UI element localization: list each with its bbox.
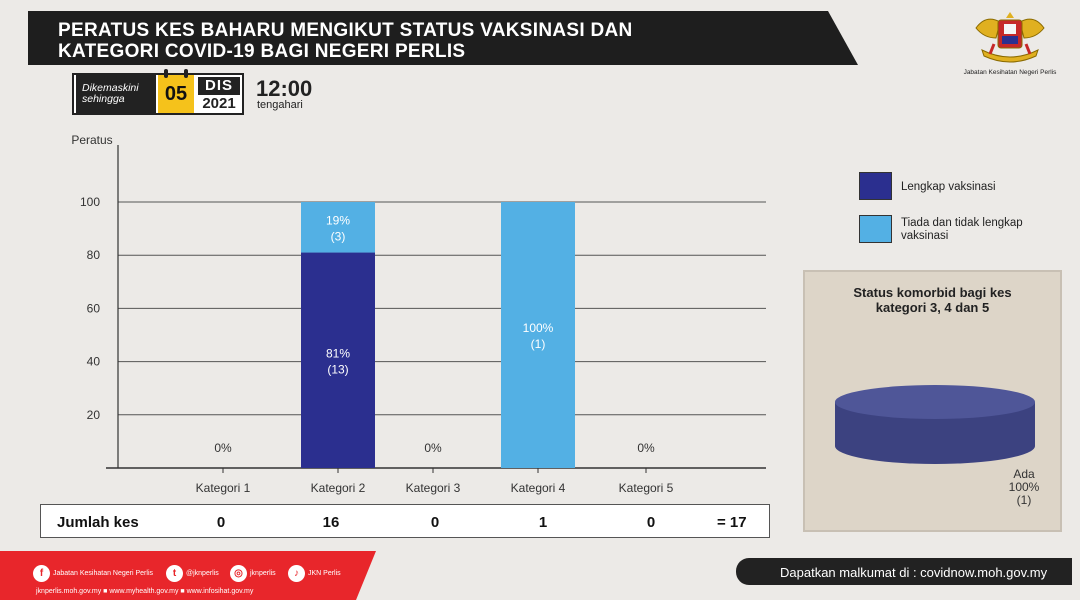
- x-tick-label: Kategori 5: [619, 481, 674, 495]
- total-cases-kategori-1: 0: [216, 514, 226, 531]
- comorbid-panel: Status komorbid bagi kes kategori 3, 4 d…: [803, 270, 1062, 532]
- legend-label-vaccinated: Lengkap vaksinasi: [901, 181, 996, 193]
- y-axis-label: Peratus: [71, 133, 112, 147]
- social-twitter-label: @jknperlis: [186, 570, 219, 577]
- footer-info-text[interactable]: Dapatkan malkumat di : covidnow.moh.gov.…: [780, 565, 1048, 580]
- facebook-icon: f: [33, 565, 50, 582]
- comorbid-title-line-1: Status komorbid bagi kes: [853, 285, 1012, 300]
- x-tick-label: Kategori 1: [196, 481, 251, 495]
- updated-label-line-1: Dikemaskini: [82, 82, 139, 94]
- bar-data-label: 81%: [326, 346, 350, 360]
- social-tiktok[interactable]: ♪ JKN Perlis: [288, 565, 341, 582]
- calendar-ring-icon: [164, 69, 168, 78]
- pie-slice-label: Ada: [1013, 467, 1035, 481]
- legend-label-not-vaccinated: Tiada dan tidak lengkap vaksinasi: [901, 217, 1023, 243]
- footer-social-bar: [0, 551, 376, 600]
- bar-count-label: (13): [327, 362, 348, 376]
- bar-segment: [301, 252, 375, 468]
- pie-slice-ada-label: Ada 100% (1): [999, 468, 1049, 507]
- coat-of-arms-logo: [975, 12, 1045, 63]
- comorbid-title-line-2: kategori 3, 4 dan 5: [875, 300, 990, 315]
- updated-time-period: tengahari: [257, 99, 303, 111]
- total-cases-kategori-2: 16: [322, 514, 340, 531]
- x-tick-label: Kategori 3: [406, 481, 461, 495]
- social-instagram[interactable]: ◎ jknperlis: [230, 565, 276, 582]
- footer-links[interactable]: jknperlis.moh.gov.my ■ www.myhealth.gov.…: [36, 588, 254, 595]
- x-tick-label: Kategori 2: [311, 481, 366, 495]
- bar-count-label: (1): [531, 337, 546, 351]
- pie-slice-ada-side: [835, 402, 1035, 464]
- social-instagram-label: jknperlis: [250, 570, 276, 577]
- comorbid-title: Status komorbid bagi kes kategori 3, 4 d…: [805, 285, 1060, 315]
- updated-month: DIS: [198, 77, 240, 95]
- total-cases-kategori-5: 0: [646, 514, 656, 531]
- updated-date-box: Dikemaskini sehingga 05 DIS 2021: [72, 69, 244, 115]
- page-title: PERATUS KES BAHARU MENGIKUT STATUS VAKSI…: [58, 20, 758, 62]
- y-tick-label: 20: [87, 408, 101, 422]
- updated-year: 2021: [202, 95, 236, 112]
- bar-segment: [501, 202, 575, 468]
- zero-value-label: 0%: [637, 441, 655, 455]
- social-facebook-label: Jabatan Kesihatan Negeri Perlis: [53, 570, 154, 577]
- tiktok-icon: ♪: [288, 565, 305, 582]
- legend-swatch-vaccinated: [859, 172, 892, 200]
- title-line-1: PERATUS KES BAHARU MENGIKUT STATUS VAKSI…: [58, 20, 633, 41]
- pie-slice-ada: [835, 385, 1035, 419]
- y-tick-label: 80: [87, 248, 101, 262]
- title-banner: [28, 11, 858, 65]
- bar-data-label: 19%: [326, 213, 350, 227]
- social-facebook[interactable]: f Jabatan Kesihatan Negeri Perlis: [33, 565, 153, 582]
- updated-label: Dikemaskini sehingga: [76, 75, 156, 113]
- total-cases-sum: = 17: [717, 514, 747, 531]
- pie-slice-percent: 100%: [1008, 480, 1040, 494]
- twitter-icon: t: [166, 565, 183, 582]
- footer-info-bar: [736, 558, 1072, 585]
- total-cases-kategori-3: 0: [430, 514, 440, 531]
- legend-swatch-not-vaccinated: [859, 215, 892, 243]
- y-tick-label: 100: [80, 195, 100, 209]
- total-cases-kategori-4: 1: [538, 514, 548, 531]
- title-line-2: KATEGORI COVID-19 BAGI NEGERI PERLIS: [58, 41, 466, 62]
- bar-count-label: (3): [331, 229, 346, 243]
- social-twitter[interactable]: t @jknperlis: [166, 565, 219, 582]
- zero-value-label: 0%: [424, 441, 442, 455]
- updated-time: 12:00: [256, 76, 313, 101]
- updated-label-line-2: sehingga: [82, 93, 125, 105]
- social-tiktok-label: JKN Perlis: [308, 570, 341, 577]
- logo-caption: Jabatan Kesihatan Negeri Perlis: [963, 69, 1057, 76]
- y-tick-label: 60: [87, 301, 101, 315]
- instagram-icon: ◎: [230, 565, 247, 582]
- legend-label-not-vaccinated-line-1: Tiada dan tidak lengkap: [901, 217, 1023, 229]
- total-cases-row: Jumlah kes 0 16 0 1 0 = 17: [40, 504, 770, 538]
- zero-value-label: 0%: [214, 441, 232, 455]
- comorbid-pie-chart: [835, 385, 1035, 464]
- total-cases-label: Jumlah kes: [57, 514, 139, 531]
- bar-data-label: 100%: [523, 321, 554, 335]
- updated-day: 05: [158, 75, 194, 113]
- x-tick-label: Kategori 4: [511, 481, 566, 495]
- y-tick-label: 40: [87, 355, 101, 369]
- bar-segment: [301, 202, 375, 253]
- legend-label-not-vaccinated-line-2: vaksinasi: [901, 230, 949, 242]
- calendar-ring-icon: [184, 69, 188, 78]
- pie-slice-count: (1): [1016, 493, 1032, 507]
